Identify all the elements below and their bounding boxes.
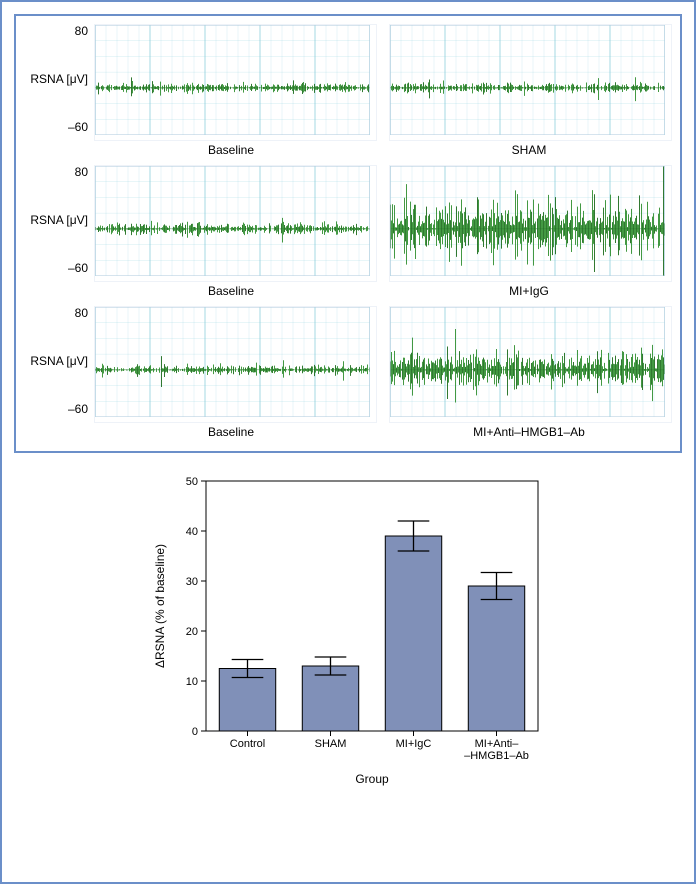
- trace-left: [95, 25, 370, 135]
- trace-cell-left: [94, 306, 377, 423]
- trace-right-label: MI+Anti–HMGB1–Ab: [386, 425, 672, 439]
- trace-y-label: RSNA [μV]: [30, 72, 88, 86]
- trace-label-row: Baseline MI+Anti–HMGB1–Ab: [24, 425, 672, 439]
- bar-chart: 0 10 20 30 40 50 ΔRSNA (% of baseline) Control S…: [148, 469, 548, 789]
- trace-ymin: –60: [68, 261, 88, 275]
- trace-y-label: RSNA [μV]: [30, 213, 88, 227]
- svg-text:Control: Control: [230, 738, 265, 750]
- trace-right: [390, 25, 665, 135]
- trace-row: 80 RSNA [μV] –60: [24, 165, 672, 282]
- bar-y-label: ΔRSNA (% of baseline): [153, 544, 167, 668]
- trace-row: 80 RSNA [μV] –60: [24, 306, 672, 423]
- figure-page: 80RSNA [μV]–60BaselineSHAM80RSNA [μV]–60…: [0, 0, 696, 884]
- svg-text:MI+Anti–: MI+Anti–: [475, 738, 520, 750]
- trace-ymax: 80: [75, 165, 88, 179]
- svg-text:SHAM: SHAM: [315, 738, 347, 750]
- trace-right: [390, 166, 665, 276]
- trace-right-label: MI+IgG: [386, 284, 672, 298]
- svg-text:–HMGB1–Ab: –HMGB1–Ab: [464, 750, 529, 762]
- trace-row: 80 RSNA [μV] –60: [24, 24, 672, 141]
- trace-ymin: –60: [68, 402, 88, 416]
- trace-left-label: Baseline: [88, 143, 374, 157]
- trace-pair: [94, 165, 672, 282]
- bar-chart-wrap: 0 10 20 30 40 50 ΔRSNA (% of baseline) Control S…: [14, 469, 682, 789]
- trace-cell-right: [389, 306, 672, 423]
- trace-y-label: RSNA [μV]: [30, 354, 88, 368]
- bar: [219, 660, 275, 732]
- trace-ymin: –60: [68, 120, 88, 134]
- trace-left: [95, 307, 370, 417]
- trace-cell-left: [94, 165, 377, 282]
- trace-y-axis: 80 RSNA [μV] –60: [24, 165, 94, 275]
- trace-y-axis: 80 RSNA [μV] –60: [24, 306, 94, 416]
- trace-pair: [94, 24, 672, 141]
- trace-label-row: Baseline MI+IgG: [24, 284, 672, 298]
- svg-text:0: 0: [192, 726, 198, 738]
- trace-cell-right: [389, 165, 672, 282]
- bar-x-label: Group: [355, 772, 389, 786]
- trace-pair: [94, 306, 672, 423]
- svg-text:20: 20: [186, 626, 198, 638]
- svg-text:10: 10: [186, 676, 198, 688]
- trace-left-label: Baseline: [88, 425, 374, 439]
- trace-cell-right: [389, 24, 672, 141]
- trace-left-label: Baseline: [88, 284, 374, 298]
- svg-text:40: 40: [186, 526, 198, 538]
- bar: [385, 521, 441, 731]
- trace-panels-box: 80RSNA [μV]–60BaselineSHAM80RSNA [μV]–60…: [14, 14, 682, 453]
- bar: [468, 573, 524, 732]
- trace-left: [95, 166, 370, 276]
- svg-text:50: 50: [186, 476, 198, 488]
- bar: [302, 657, 358, 731]
- trace-right: [390, 307, 665, 417]
- trace-cell-left: [94, 24, 377, 141]
- svg-text:30: 30: [186, 576, 198, 588]
- trace-ymax: 80: [75, 306, 88, 320]
- trace-right-label: SHAM: [386, 143, 672, 157]
- trace-y-axis: 80 RSNA [μV] –60: [24, 24, 94, 134]
- trace-ymax: 80: [75, 24, 88, 38]
- trace-label-row: Baseline SHAM: [24, 143, 672, 157]
- svg-text:MI+IgC: MI+IgC: [396, 738, 432, 750]
